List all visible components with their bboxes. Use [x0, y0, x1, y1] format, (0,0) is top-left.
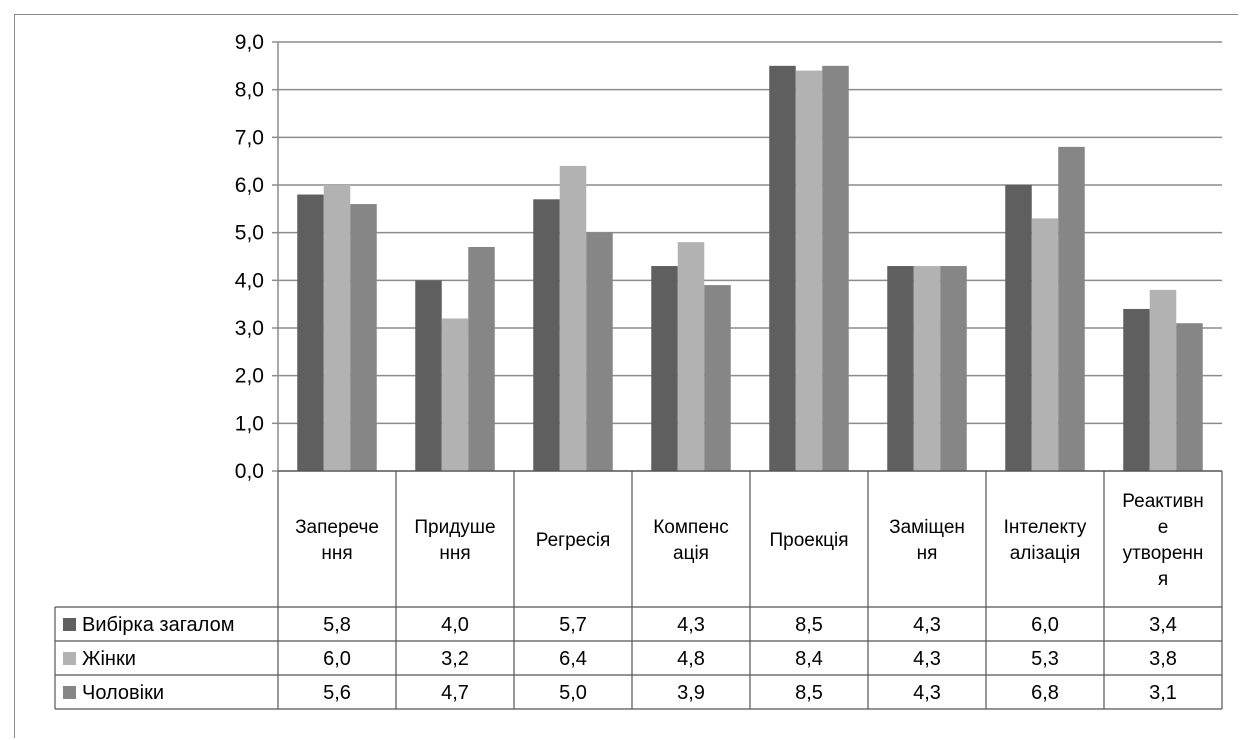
y-tick-label: 3,0 [235, 317, 264, 340]
category-label: Реактивн [1122, 491, 1203, 512]
bar [1058, 146, 1085, 471]
series-1-bars [297, 65, 1150, 472]
bar [586, 232, 613, 471]
bar [1005, 185, 1032, 471]
data-label: 4,3 [913, 614, 941, 636]
category-label: ня [917, 543, 938, 564]
legend-label: Вибірка загалом [82, 614, 234, 636]
data-label: 5,3 [1031, 648, 1059, 670]
bar [533, 199, 560, 472]
bar [913, 266, 941, 471]
legend-swatch-1 [63, 618, 76, 631]
bar [1176, 323, 1203, 471]
bar [822, 65, 849, 471]
category-label: я [1158, 569, 1168, 590]
bar [1149, 289, 1177, 471]
data-label: 3,9 [677, 682, 705, 704]
data-label: 8,4 [795, 648, 823, 670]
data-label: 4,3 [913, 682, 941, 704]
legend-swatch-2 [63, 652, 76, 665]
category-label: Заміщен [889, 517, 965, 538]
data-label: 6,0 [323, 648, 351, 670]
data-label: 6,8 [1031, 682, 1059, 704]
data-label: 6,0 [1031, 614, 1059, 636]
chart-frame [14, 14, 1238, 738]
bar [651, 266, 678, 471]
data-label: 4,7 [441, 682, 469, 704]
bar [1031, 218, 1059, 471]
data-label: 5,6 [323, 682, 351, 704]
legend-label: Чоловіки [82, 682, 164, 704]
y-tick-label: 7,0 [235, 126, 264, 149]
bar [940, 266, 967, 471]
category-label: Проекція [769, 530, 848, 551]
data-label: 4,3 [677, 614, 705, 636]
data-table [54, 470, 1223, 710]
category-label: Компенс [653, 517, 729, 538]
bar [887, 266, 914, 471]
data-label: 8,5 [795, 614, 823, 636]
category-label: Заперече [295, 517, 379, 538]
bar [795, 70, 823, 471]
category-label: алізація [1010, 543, 1081, 564]
data-label: 5,7 [559, 614, 587, 636]
legend-swatch-3 [63, 686, 76, 699]
series-3-bars [350, 65, 1203, 472]
bar [677, 242, 705, 471]
y-tick-label: 5,0 [235, 222, 264, 245]
bar [468, 246, 495, 471]
y-tick-label: 6,0 [235, 174, 264, 197]
category-label: Регресія [536, 530, 610, 551]
y-tick-label: 2,0 [235, 365, 264, 388]
data-label: 3,4 [1149, 614, 1177, 636]
data-label: 4,8 [677, 648, 705, 670]
data-label: 3,2 [441, 648, 469, 670]
data-label: 3,8 [1149, 648, 1177, 670]
data-label: 6,4 [559, 648, 587, 670]
legend-label: Жінки [82, 648, 136, 670]
series-2-bars [323, 70, 1177, 471]
bar [769, 65, 796, 471]
data-label: 5,8 [323, 614, 351, 636]
bar [704, 285, 731, 471]
category-label: ація [673, 543, 709, 564]
data-label: 8,5 [795, 682, 823, 704]
data-label: 4,0 [441, 614, 469, 636]
bar [323, 185, 351, 471]
category-label: ння [439, 543, 470, 564]
bar [350, 204, 377, 472]
category-label: Придуше [414, 517, 495, 538]
bar [1123, 308, 1150, 471]
y-tick-label: 1,0 [235, 412, 264, 435]
y-tick-label: 9,0 [235, 31, 264, 54]
bar [415, 280, 442, 471]
bar [297, 194, 324, 472]
category-label: утворенн [1123, 543, 1204, 564]
data-label: 4,3 [913, 648, 941, 670]
y-tick-label: 4,0 [235, 269, 264, 292]
data-label: 5,0 [559, 682, 587, 704]
y-tick-label: 8,0 [235, 79, 264, 102]
bar [559, 165, 587, 471]
category-label: Інтелекту [1004, 517, 1087, 538]
category-label: ння [321, 543, 352, 564]
category-label: е [1158, 517, 1169, 538]
data-label: 3,1 [1149, 682, 1177, 704]
bar [441, 318, 469, 471]
y-tick-label: 0,0 [235, 460, 264, 483]
